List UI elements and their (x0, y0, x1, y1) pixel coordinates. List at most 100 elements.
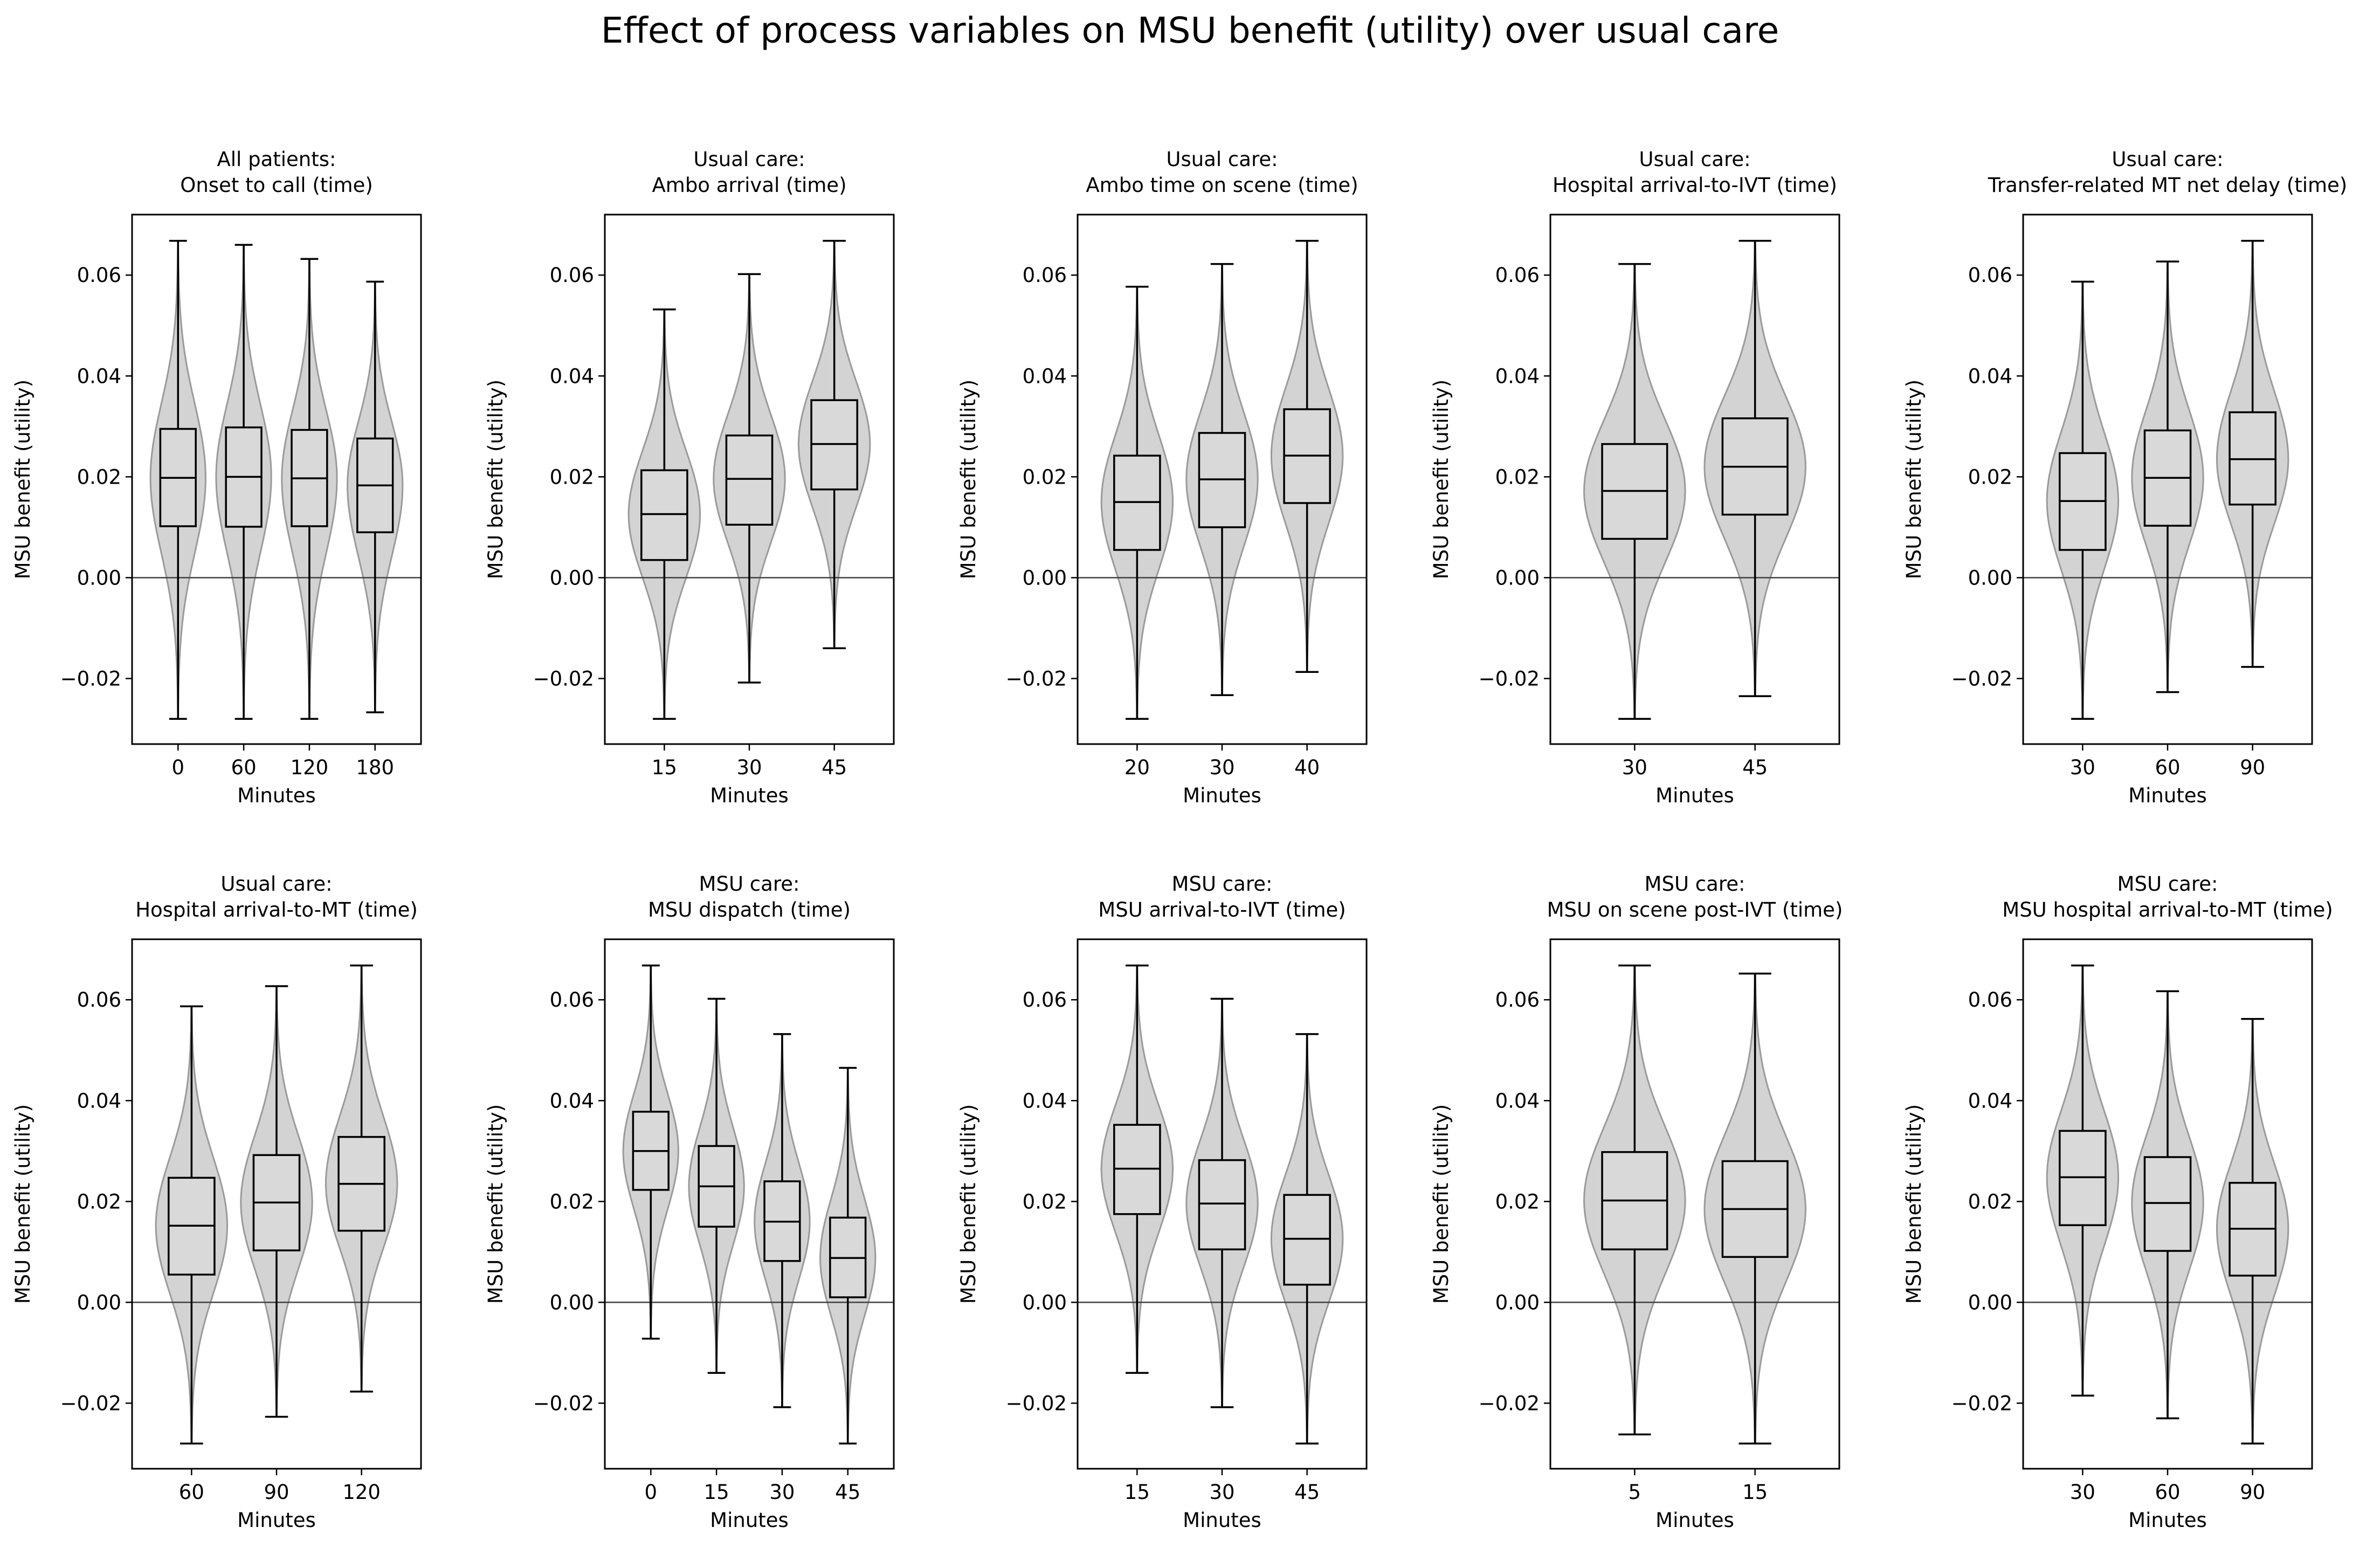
x-axis-label: Minutes (2128, 784, 2207, 807)
x-axis-label: Minutes (1183, 784, 1261, 807)
y-tick-label: 0.02 (1023, 465, 1067, 489)
y-tick-label: 0.06 (1023, 988, 1067, 1012)
y-tick-label: 0.02 (1968, 465, 2012, 489)
y-tick-label: 0.04 (1968, 364, 2012, 388)
axes-frame (604, 938, 895, 1470)
x-tick-label: 180 (356, 756, 394, 779)
subplot-7: −0.02 0.00 0.02 0.04 0.06 0 15 30 45 Minutes MSU b… (484, 872, 895, 1532)
y-tick-label: −0.02 (1951, 667, 2012, 690)
subplot-title-line-1: Usual care: (693, 148, 805, 171)
x-tick-label: 20 (1125, 756, 1150, 779)
y-tick-label: −0.02 (1006, 667, 1067, 690)
subplot-title-line-1: MSU care: (699, 872, 800, 896)
box (725, 434, 774, 526)
x-tick-label: 90 (2240, 1481, 2265, 1504)
x-tick-label: 60 (2155, 1481, 2180, 1504)
subplot-title-line-1: Usual care: (1166, 148, 1278, 171)
x-tick-label: 5 (1629, 1481, 1641, 1504)
subplot-title-line-2: Ambo arrival (time) (652, 174, 846, 197)
subplot-title-line-1: Usual care: (2112, 148, 2223, 171)
subplot-title-line-1: MSU care: (1645, 872, 1746, 896)
subplot-title-line-1: Usual care: (220, 872, 332, 896)
y-tick-label: 0.04 (1023, 364, 1067, 388)
y-tick-label: 0.02 (77, 1190, 121, 1213)
y-tick-label: 0.04 (77, 364, 121, 388)
subplot-title-line-2: Transfer-related MT net delay (time) (1988, 174, 2348, 197)
x-tick-label: 15 (704, 1481, 729, 1504)
y-axis-label: MSU benefit (utility) (1902, 1104, 1926, 1304)
y-axis-label: MSU benefit (utility) (484, 380, 507, 579)
subplot-title-line-2: Onset to call (time) (180, 174, 373, 197)
x-axis-label: Minutes (1183, 1509, 1261, 1532)
x-tick-label: 0 (171, 756, 184, 779)
y-tick-label: 0.06 (77, 988, 121, 1012)
subplot-4: −0.02 0.00 0.02 0.04 0.06 30 45 Minutes MSU bene… (1430, 148, 1840, 807)
y-tick-label: 0.06 (77, 264, 121, 287)
figure-title: Effect of process variables on MSU benef… (601, 10, 1779, 51)
y-tick-label: 0.00 (550, 1291, 594, 1314)
y-tick-label: 0.04 (1023, 1089, 1067, 1112)
x-axis-label: Minutes (2128, 1509, 2207, 1532)
x-axis-label: Minutes (237, 784, 316, 807)
subplot-title-line-2: Hospital arrival-to-IVT (time) (1553, 174, 1837, 197)
subplot-3: −0.02 0.00 0.02 0.04 0.06 20 30 40 Minutes MSU be… (957, 148, 1368, 807)
y-tick-label: −0.02 (533, 667, 594, 690)
y-tick-label: 0.00 (1968, 1291, 2012, 1314)
y-tick-label: 0.04 (550, 1089, 594, 1112)
box (2143, 1156, 2192, 1252)
x-tick-label: 15 (1125, 1481, 1150, 1504)
x-axis-label: Minutes (1655, 784, 1734, 807)
y-tick-label: 0.00 (77, 1291, 121, 1314)
x-tick-label: 45 (822, 756, 847, 779)
x-tick-label: 120 (291, 756, 329, 779)
y-tick-label: 0.02 (550, 1190, 594, 1213)
y-axis-label: MSU benefit (utility) (1902, 380, 1926, 579)
x-tick-label: 30 (2070, 756, 2095, 779)
y-tick-label: 0.06 (1495, 988, 1540, 1012)
subplot-title-line-2: MSU arrival-to-IVT (time) (1098, 898, 1346, 921)
y-axis-label: MSU benefit (utility) (11, 380, 35, 579)
y-tick-label: 0.00 (1495, 566, 1540, 589)
y-axis-label: MSU benefit (utility) (957, 380, 980, 579)
y-axis-label: MSU benefit (utility) (1430, 1104, 1453, 1304)
x-tick-label: 30 (1622, 756, 1647, 779)
subplot-title-line-2: MSU hospital arrival-to-MT (time) (2002, 898, 2333, 921)
x-tick-label: 30 (769, 1481, 795, 1504)
x-axis-label: Minutes (1655, 1509, 1734, 1532)
subplot-2: −0.02 0.00 0.02 0.04 0.06 15 30 45 Minutes MSU be… (484, 148, 895, 807)
y-axis-label: MSU benefit (utility) (957, 1104, 980, 1304)
x-tick-label: 60 (231, 756, 257, 779)
y-tick-label: 0.00 (1968, 566, 2012, 589)
y-tick-label: −0.02 (1951, 1392, 2012, 1415)
y-axis-label: MSU benefit (utility) (1430, 380, 1453, 579)
y-tick-label: 0.00 (1023, 1291, 1067, 1314)
y-tick-label: 0.06 (550, 264, 594, 287)
y-tick-label: 0.06 (550, 988, 594, 1012)
x-tick-label: 30 (736, 756, 762, 779)
y-tick-label: 0.04 (77, 1089, 121, 1112)
subplot-9: −0.02 0.00 0.02 0.04 0.06 5 15 Minutes MSU benef… (1430, 872, 1843, 1532)
x-tick-label: 15 (1742, 1481, 1768, 1504)
y-tick-label: 0.00 (1495, 1291, 1540, 1314)
y-tick-label: 0.06 (1495, 264, 1540, 287)
subplot-title-line-1: MSU care: (2117, 872, 2218, 896)
y-tick-label: 0.04 (1495, 364, 1540, 388)
y-tick-label: 0.04 (550, 364, 594, 388)
box (1198, 1159, 1246, 1250)
x-axis-label: Minutes (710, 1509, 789, 1532)
y-tick-label: −0.02 (533, 1392, 594, 1415)
subplot-title-line-2: MSU on scene post-IVT (time) (1547, 898, 1843, 921)
y-tick-label: −0.02 (1006, 1392, 1067, 1415)
subplot-8: −0.02 0.00 0.02 0.04 0.06 15 30 45 Minutes MSU be… (957, 872, 1368, 1532)
x-tick-label: 60 (179, 1481, 204, 1504)
y-tick-label: 0.00 (77, 566, 121, 589)
x-tick-label: 30 (1209, 1481, 1234, 1504)
subplot-title-line-2: MSU dispatch (time) (648, 898, 851, 921)
x-tick-label: 90 (264, 1481, 289, 1504)
subplot-title-line-1: All patients: (217, 148, 336, 171)
y-tick-label: −0.02 (60, 667, 121, 690)
axes-frame (131, 214, 422, 745)
subplot-1: −0.02 0.00 0.02 0.04 0.06 0 60 120 180 Minutes MSU… (11, 148, 422, 807)
